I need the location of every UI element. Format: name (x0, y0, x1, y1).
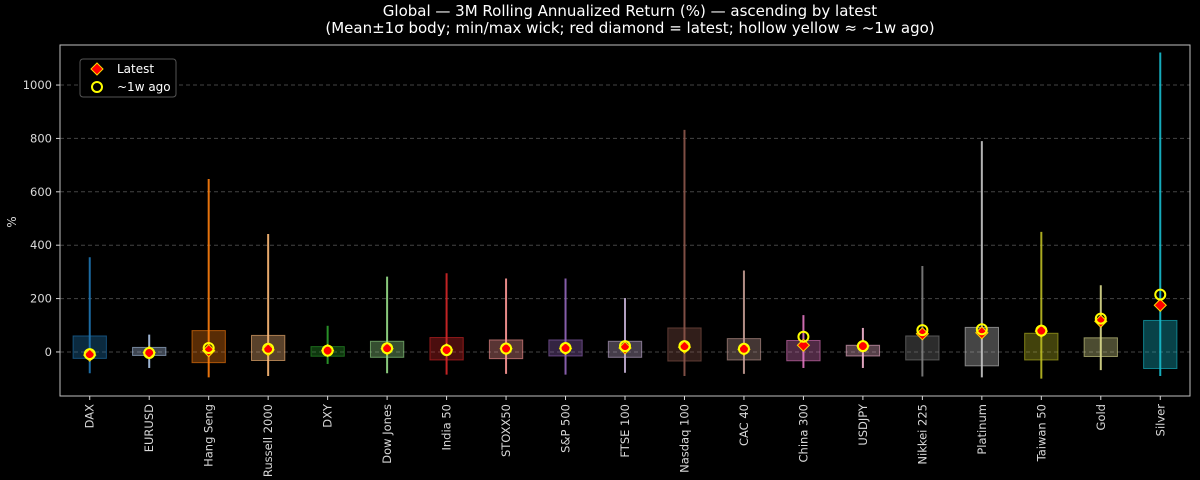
y-tick-label: 400 (30, 238, 52, 252)
series-nasdaq-100 (667, 129, 702, 376)
week-ago-marker (1154, 288, 1167, 301)
x-tick-label: CAC 40 (737, 404, 751, 446)
week-ago-marker (1035, 324, 1048, 337)
week-ago-marker (83, 348, 96, 361)
y-tick-label: 1000 (23, 78, 52, 92)
x-tick-label: Silver (1153, 404, 1167, 437)
week-ago-marker (381, 342, 394, 355)
series-layer (72, 52, 1178, 379)
legend-box (79, 58, 177, 98)
x-tick-label: EURUSD (142, 404, 156, 452)
week-ago-marker (856, 340, 869, 353)
chart-title: Global — 3M Rolling Annualized Return (%… (383, 2, 878, 20)
y-tick-label: 200 (30, 292, 52, 306)
series-taiwan-50 (1024, 231, 1059, 379)
week-ago-marker (797, 330, 810, 343)
week-ago-marker (202, 341, 215, 354)
series-russell-2000 (251, 233, 286, 376)
series-ftse-100 (607, 298, 643, 373)
week-ago-marker (262, 342, 275, 355)
legend-latest-marker (90, 62, 104, 76)
x-tick-label: Russell 2000 (261, 404, 275, 477)
axes-layer: 0 200 400 600 800 1000 DAX EURUSD Hang Seng Russe… (23, 44, 1191, 477)
x-tick-label: India 50 (440, 404, 454, 451)
latest-marker (1153, 298, 1167, 312)
chart-subtitle: (Mean±1σ body; min/max wick; red diamond… (325, 19, 934, 37)
week-ago-marker (619, 340, 631, 353)
series-silver (1143, 52, 1178, 376)
week-ago-marker (321, 344, 334, 357)
legend-week-ago-marker (91, 81, 103, 93)
series-china-300 (786, 315, 821, 368)
x-tick-label: USDJPY (856, 403, 870, 446)
series-eurusd (132, 334, 167, 368)
series-s-p-500 (548, 278, 583, 375)
x-tick-label: S&P 500 (559, 404, 573, 453)
y-tick-label: 0 (45, 345, 52, 359)
x-tick-label: Hang Seng (202, 404, 216, 467)
week-ago-marker (916, 324, 929, 337)
series-dax (72, 257, 107, 374)
x-tick-label: DXY (321, 403, 335, 428)
x-tick-label: DAX (83, 404, 97, 429)
x-tick-label: Platinum (975, 404, 989, 455)
x-tick-label: Dow Jones (380, 404, 394, 464)
x-tick-label: Gold (1094, 404, 1108, 430)
x-tick-label: STOXX50 (499, 404, 513, 457)
week-ago-marker (143, 347, 156, 360)
latest-marker (796, 338, 811, 352)
series-dxy (310, 325, 345, 364)
series-usdjpy (845, 327, 881, 368)
series-india-50 (429, 273, 464, 375)
y-axis-label: % (5, 216, 19, 227)
x-tick-label: FTSE 100 (618, 404, 632, 458)
x-tick-label: China 300 (796, 404, 810, 462)
x-tick-label: Nasdaq 100 (677, 404, 691, 473)
x-tick-label: Taiwan 50 (1034, 404, 1048, 462)
grid-layer (60, 84, 1190, 353)
series-stoxx50 (488, 278, 524, 374)
week-ago-marker (559, 341, 572, 354)
body (1083, 337, 1118, 357)
series-cac-40 (726, 270, 762, 374)
week-ago-marker (678, 340, 691, 353)
series-dow-jones (369, 276, 405, 374)
week-ago-marker (975, 323, 988, 336)
series-gold (1083, 285, 1118, 371)
body (1143, 319, 1178, 370)
series-platinum (964, 141, 999, 378)
legend: Latest ~1w ago (79, 58, 177, 98)
week-ago-marker (500, 342, 513, 355)
legend-week-ago-label: ~1w ago (117, 80, 171, 94)
series-hang-seng (191, 178, 226, 378)
week-ago-marker (737, 342, 750, 355)
y-tick-label: 800 (30, 131, 52, 145)
week-ago-marker (1094, 312, 1107, 325)
legend-latest-label: Latest (117, 62, 154, 76)
y-tick-label: 600 (30, 185, 52, 199)
x-tick-label: Nikkei 225 (915, 404, 929, 465)
series-nikkei-225 (905, 266, 940, 377)
week-ago-marker (440, 344, 453, 357)
